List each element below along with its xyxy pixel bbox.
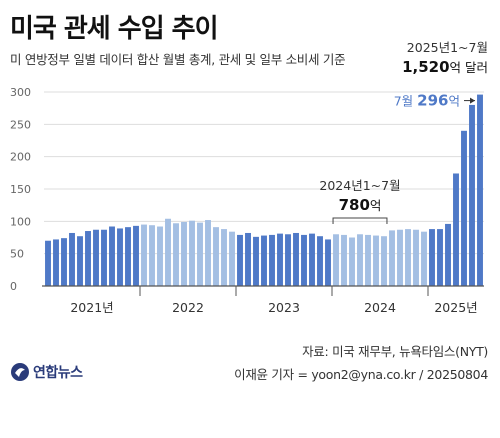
bar bbox=[349, 237, 355, 286]
bar bbox=[341, 234, 347, 286]
bar bbox=[157, 226, 163, 286]
bar bbox=[261, 235, 267, 286]
bar bbox=[173, 223, 179, 286]
bar bbox=[125, 227, 131, 286]
bar bbox=[357, 234, 363, 286]
page-title: 미국 관세 수입 추이 bbox=[10, 14, 219, 44]
annotation-2024-label: 2024년1~7월 bbox=[319, 178, 400, 193]
bar bbox=[149, 225, 155, 286]
x-year-label: 2022 bbox=[172, 300, 204, 315]
bar bbox=[309, 233, 315, 286]
bar bbox=[45, 240, 51, 286]
arrow-head bbox=[470, 97, 476, 104]
bar bbox=[285, 234, 291, 286]
bar bbox=[429, 229, 435, 286]
bar bbox=[221, 229, 227, 286]
bar bbox=[253, 236, 259, 286]
bar bbox=[445, 223, 451, 286]
y-tick-label: 0 bbox=[10, 280, 17, 293]
bar bbox=[269, 234, 275, 286]
bar bbox=[413, 229, 419, 286]
x-year-label: 2025년 bbox=[434, 300, 477, 315]
bar bbox=[237, 234, 243, 286]
bar bbox=[229, 231, 235, 286]
bar bbox=[245, 232, 251, 286]
bar bbox=[181, 221, 187, 286]
bar bbox=[461, 130, 467, 286]
bar bbox=[117, 228, 123, 286]
bar bbox=[77, 236, 83, 286]
y-tick-label: 50 bbox=[10, 248, 24, 261]
bar bbox=[397, 229, 403, 286]
bar bbox=[437, 229, 443, 286]
y-tick-label: 300 bbox=[10, 86, 31, 99]
bar bbox=[53, 239, 59, 286]
x-year-label: 2021년 bbox=[70, 300, 113, 315]
bar bbox=[141, 224, 147, 286]
y-tick-label: 100 bbox=[10, 215, 31, 228]
bar bbox=[165, 218, 171, 286]
bar bbox=[301, 234, 307, 286]
x-year-label: 2023 bbox=[268, 300, 300, 315]
credit-line: 이재윤 기자 = yoon2@yna.co.kr / 20250804 bbox=[234, 367, 488, 382]
bar bbox=[453, 173, 459, 286]
bar bbox=[197, 222, 203, 286]
bar bbox=[381, 236, 387, 286]
bar bbox=[61, 238, 67, 286]
bar bbox=[333, 234, 339, 286]
news-logo: 연합뉴스 bbox=[10, 359, 83, 385]
bar bbox=[293, 232, 299, 286]
annotation-2025-value: 1,520억 달러 bbox=[402, 58, 488, 76]
source-note: 자료: 미국 재무부, 뉴욕타임스(NYT) bbox=[302, 344, 488, 359]
bar bbox=[101, 229, 107, 286]
yonhap-logo-icon bbox=[11, 363, 29, 381]
y-tick-label: 250 bbox=[10, 118, 31, 131]
bar bbox=[389, 230, 395, 286]
bar bbox=[213, 227, 219, 286]
annotation-2024-value: 780억 bbox=[339, 196, 382, 214]
logo-text: 연합뉴스 bbox=[33, 365, 83, 381]
bar bbox=[405, 229, 411, 286]
y-tick-label: 200 bbox=[10, 151, 31, 164]
bar bbox=[109, 226, 115, 286]
page-subtitle: 미 연방정부 일별 데이터 합산 월별 총계, 관세 및 일부 소비세 기준 bbox=[10, 52, 346, 67]
bar bbox=[365, 234, 371, 286]
annotation-july: 7월 296억 bbox=[394, 92, 460, 110]
x-year-label: 2024 bbox=[364, 300, 396, 315]
bar-chart: 0 50 100 150 200 250 300 2021년 2022 2023 2024 2025년… bbox=[10, 40, 488, 315]
bar bbox=[317, 236, 323, 286]
bar bbox=[325, 239, 331, 286]
bracket-2024 bbox=[332, 217, 388, 224]
annotation-2025-label: 2025년1~7월 bbox=[407, 40, 488, 55]
bar bbox=[469, 104, 475, 287]
bar bbox=[189, 220, 195, 286]
bar bbox=[93, 229, 99, 286]
bar bbox=[69, 232, 75, 286]
bar bbox=[133, 225, 139, 286]
bar bbox=[85, 231, 91, 286]
bar bbox=[421, 231, 427, 286]
bar bbox=[205, 220, 211, 286]
bar bbox=[477, 94, 483, 286]
bar bbox=[277, 233, 283, 286]
y-tick-label: 150 bbox=[10, 183, 31, 196]
bar bbox=[373, 235, 379, 286]
